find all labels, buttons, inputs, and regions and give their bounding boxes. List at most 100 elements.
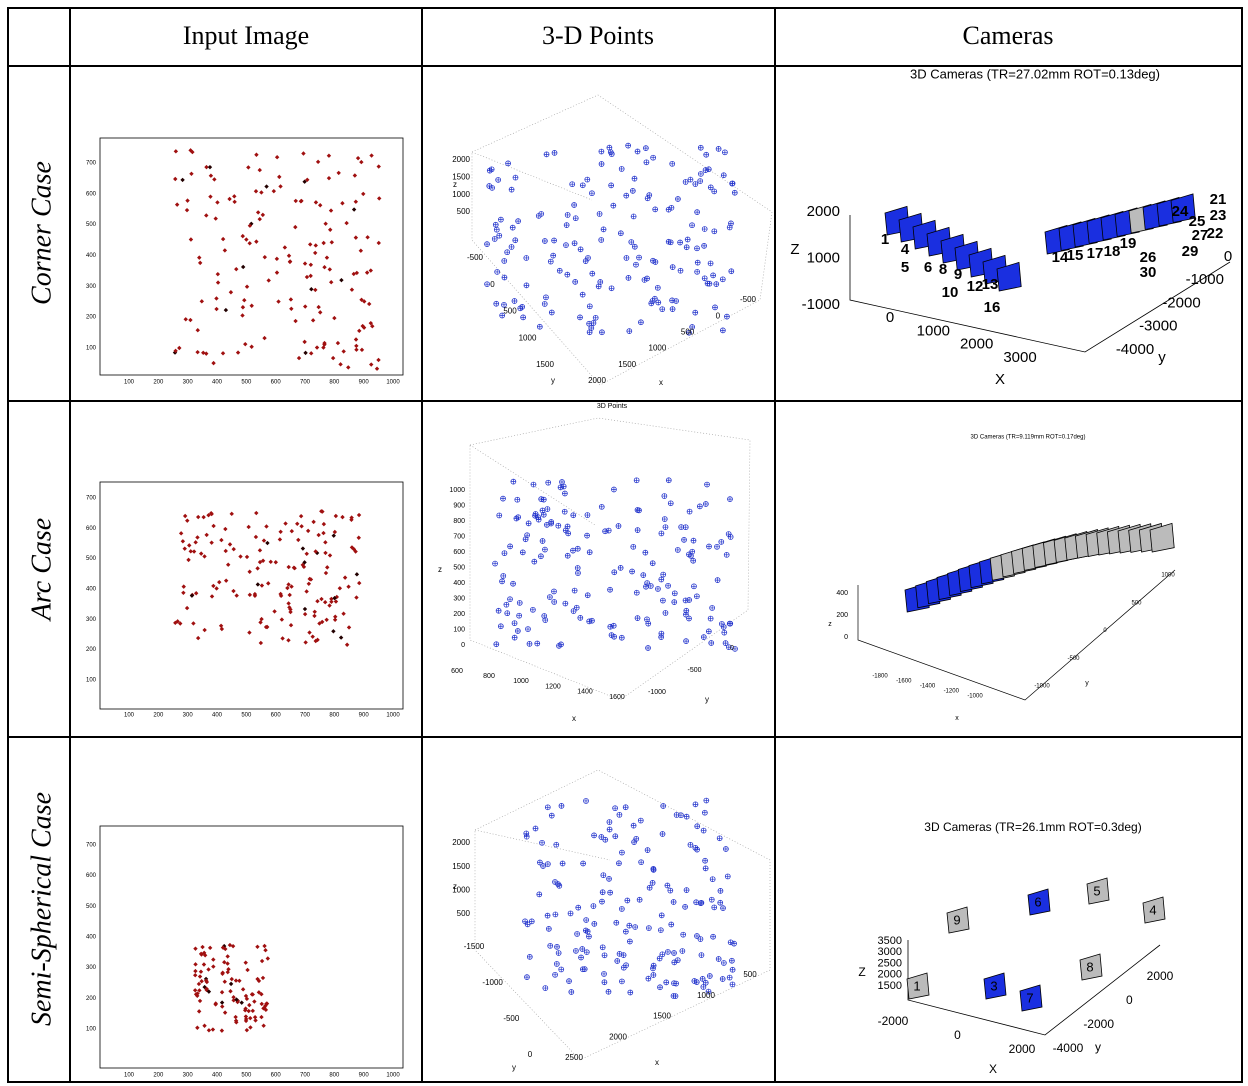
tick-label: 1000 <box>386 380 400 386</box>
feature-point <box>196 981 202 987</box>
feature-point <box>234 997 239 1002</box>
reconstructed-point <box>542 985 548 991</box>
reconstructed-point <box>662 524 668 530</box>
feature-point <box>255 976 260 982</box>
camera-label: 1 <box>913 978 920 993</box>
reconstructed-point <box>539 840 545 846</box>
feature-point <box>278 529 283 535</box>
reconstructed-point <box>585 929 591 935</box>
reconstructed-point <box>645 976 651 982</box>
feature-point <box>230 943 236 949</box>
reconstructed-point <box>640 572 646 578</box>
tick-label: 3500 <box>878 935 902 947</box>
feature-point <box>227 196 232 202</box>
tick-label: 200 <box>153 1073 164 1079</box>
feature-point <box>208 194 213 199</box>
reconstructed-point <box>657 984 663 990</box>
reconstructed-point <box>583 917 589 923</box>
feature-point <box>306 581 312 587</box>
feature-point <box>307 630 312 635</box>
feature-point <box>280 636 285 641</box>
feature-point <box>211 957 216 962</box>
feature-point <box>264 184 269 189</box>
feature-point <box>354 595 359 600</box>
feature-point <box>183 317 188 322</box>
reconstructed-point <box>523 255 529 261</box>
feature-point <box>263 624 269 630</box>
reconstructed-point <box>547 594 553 600</box>
reconstructed-point <box>609 151 615 157</box>
tick-label: 2000 <box>609 1032 627 1041</box>
tick-label: -1400 <box>920 684 936 690</box>
reconstructed-point <box>703 980 709 986</box>
reconstructed-point <box>692 801 698 807</box>
reconstructed-point <box>697 936 703 942</box>
feature-point <box>235 350 241 355</box>
feature-point <box>301 151 306 156</box>
feature-point <box>213 216 218 221</box>
reconstructed-point <box>686 597 692 603</box>
feature-point <box>207 164 213 170</box>
reconstructed-point <box>655 299 661 305</box>
reconstructed-point <box>533 825 539 831</box>
reconstructed-point <box>704 482 710 488</box>
feature-point <box>324 255 330 260</box>
feature-point <box>204 986 209 991</box>
label: 3D Cameras (TR=26.1mm ROT=0.3deg) <box>924 820 1141 834</box>
feature-point <box>258 620 263 625</box>
reconstructed-point <box>611 569 617 575</box>
feature-point <box>189 593 195 598</box>
reconstructed-point <box>580 182 586 188</box>
feature-point <box>206 1028 212 1033</box>
label: X <box>989 1062 997 1076</box>
reconstructed-point <box>682 904 688 910</box>
reconstructed-point <box>572 279 578 285</box>
reconstructed-point <box>494 227 500 233</box>
feature-point <box>335 340 341 346</box>
feature-point <box>357 328 362 334</box>
feature-point <box>259 583 265 588</box>
reconstructed-point <box>551 588 557 594</box>
camera-label: 8 <box>939 261 947 278</box>
reconstructed-point <box>493 641 499 647</box>
tick-label: 800 <box>483 673 495 680</box>
reconstructed-point <box>560 860 566 866</box>
feature-point <box>304 551 309 556</box>
feature-point <box>338 362 343 367</box>
reconstructed-point <box>678 268 684 274</box>
feature-point <box>260 975 266 981</box>
reconstructed-point <box>561 483 567 489</box>
reconstructed-point <box>551 238 557 244</box>
tick-label: 600 <box>86 191 97 197</box>
camera <box>1027 888 1051 916</box>
reconstructed-point <box>580 860 586 866</box>
column-header: 3-D Points <box>542 21 654 50</box>
reconstructed-point <box>504 610 510 616</box>
reconstructed-point <box>558 484 564 490</box>
feature-point <box>377 196 382 201</box>
feature-point <box>188 317 193 323</box>
reconstructed-point <box>600 944 606 950</box>
reconstructed-point <box>689 222 695 228</box>
camera-label: 14 <box>1052 249 1069 266</box>
feature-point <box>311 519 316 525</box>
feature-point <box>342 575 348 580</box>
reconstructed-point <box>650 972 656 978</box>
reconstructed-point <box>544 522 550 528</box>
feature-point <box>247 592 253 598</box>
reconstructed-point <box>558 966 564 972</box>
reconstructed-point <box>646 192 652 198</box>
camera <box>1142 896 1166 924</box>
label: Z <box>790 241 799 258</box>
tick-label: 600 <box>86 526 97 532</box>
feature-point <box>253 1018 258 1023</box>
tick-label: 0 <box>461 642 465 649</box>
tick-label: 1000 <box>452 885 470 894</box>
reconstructed-point <box>499 313 505 319</box>
feature-point <box>202 554 207 559</box>
feature-point <box>222 248 228 253</box>
feature-point <box>174 202 180 207</box>
reconstructed-point <box>597 279 603 285</box>
camera-label: 4 <box>1149 902 1156 917</box>
feature-point <box>354 347 359 352</box>
